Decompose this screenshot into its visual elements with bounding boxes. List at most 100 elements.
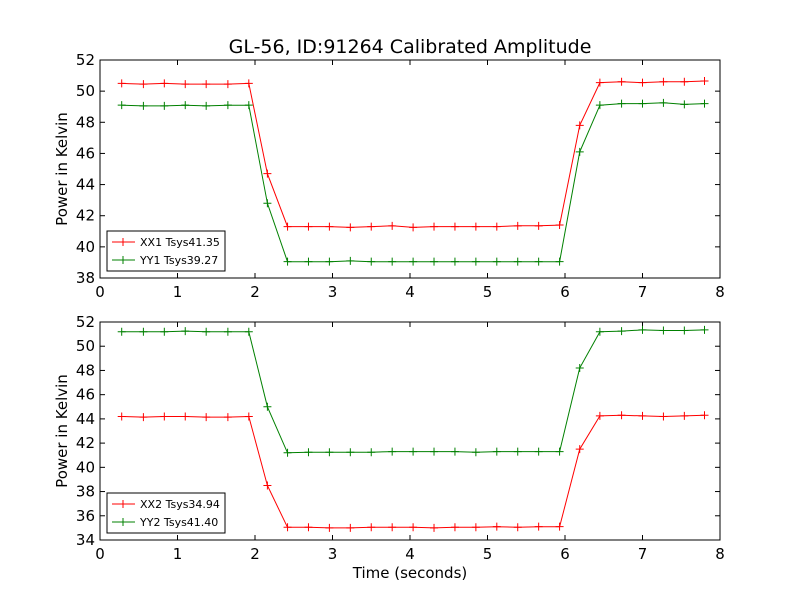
chart-0-legend-marker-1 — [119, 256, 127, 264]
chart-0-series-0-point-23 — [595, 78, 604, 87]
chart-1-series-0-point-16 — [450, 523, 459, 532]
chart-0-series-1-point-2 — [160, 101, 169, 110]
chart-0-ytick-label-2: 42 — [76, 207, 95, 225]
chart-1-series-1-point-25 — [638, 325, 647, 334]
chart-0-series-1-point-17 — [471, 257, 480, 266]
chart-0-series-1-point-27 — [680, 100, 689, 109]
chart-0-ytick-label-4: 46 — [76, 144, 95, 162]
chart-0-series-1-point-8 — [283, 257, 292, 266]
chart-0-series-1-point-19 — [513, 257, 522, 266]
chart-0-series-1-point-15 — [430, 257, 439, 266]
chart-1-series-0-point-13 — [388, 523, 397, 532]
chart-1-series-1-point-19 — [513, 447, 522, 456]
chart-0-series-1-point-9 — [304, 257, 313, 266]
chart-0-xtick-label-1: 1 — [173, 283, 183, 301]
chart-0-xtick-label-0: 0 — [95, 283, 105, 301]
chart-1-series-1-point-16 — [450, 447, 459, 456]
chart-1-series-0-point-17 — [471, 523, 480, 532]
chart-1-xlabel: Time (seconds) — [352, 564, 468, 582]
chart-0-series-0-point-10 — [325, 222, 334, 231]
chart-1-series-1-point-17 — [471, 448, 480, 457]
chart-0-series-0-point-18 — [492, 222, 501, 231]
chart-1-series-0-point-12 — [367, 523, 376, 532]
chart-1-series-1-point-14 — [409, 447, 418, 456]
chart-0-series-0-point-4 — [202, 80, 211, 89]
chart-1-xtick-label-3: 3 — [328, 545, 338, 563]
chart-0-series-0-point-13 — [388, 221, 397, 230]
chart-0-series-0-point-15 — [430, 222, 439, 231]
chart-0-series-0-point-0 — [117, 79, 126, 88]
chart-0-series-0-point-1 — [139, 80, 148, 89]
chart-0-series-0-point-8 — [283, 222, 292, 231]
chart-1-xtick-label-5: 5 — [483, 545, 493, 563]
chart-1-series-1-point-13 — [388, 447, 397, 456]
chart-1-series-0-point-4 — [202, 413, 211, 422]
chart-1-series-0-point-9 — [304, 523, 313, 532]
chart-0-xtick-label-2: 2 — [250, 283, 260, 301]
chart-0-series-0-point-22 — [575, 121, 584, 130]
chart-1-series-1-point-4 — [202, 327, 211, 336]
chart-1-series-1-point-7 — [263, 402, 272, 411]
chart-1-series-0-point-6 — [244, 412, 253, 421]
chart-0-ytick-label-3: 44 — [76, 176, 95, 194]
chart-1-series-0-point-25 — [638, 411, 647, 420]
chart-1-ytick-label-2: 38 — [76, 483, 95, 501]
chart-0-series-0-point-6 — [244, 79, 253, 88]
chart-0-series-0-point-17 — [471, 222, 480, 231]
chart-0-series-0-point-5 — [223, 80, 232, 89]
top-panel: 0 1 2 3 4 5 6 7 8 38 40 42 44 46 48 50 52 Power in Kelvin… — [53, 51, 725, 301]
chart-0-series-0-point-28 — [700, 77, 709, 86]
chart-0-xtick-label-7: 7 — [638, 283, 648, 301]
chart-1-xtick-label-0: 0 — [95, 545, 105, 563]
chart-0-series-1-point-16 — [450, 257, 459, 266]
chart-0-xtick-label-4: 4 — [405, 283, 415, 301]
chart-1-series-1-point-10 — [325, 448, 334, 457]
chart-1-xtick-label-8: 8 — [715, 545, 725, 563]
chart-0-series-1-point-12 — [367, 257, 376, 266]
chart-1-legend-marker-1 — [119, 518, 127, 526]
chart-1-series-0-point-8 — [283, 523, 292, 532]
chart-0-series-1-point-18 — [492, 257, 501, 266]
chart-1-series-1-point-22 — [575, 364, 584, 373]
chart-1-series-1-point-0 — [117, 327, 126, 336]
chart-0-series-1-point-22 — [575, 147, 584, 156]
chart-1-series-0-point-22 — [575, 445, 584, 454]
chart-1-ytick-label-5: 44 — [76, 410, 95, 428]
chart-1-xtick-label-4: 4 — [405, 545, 415, 563]
chart-0-ytick-label-6: 50 — [76, 82, 95, 100]
chart-1-series-1-point-8 — [283, 448, 292, 457]
chart-1-ytick-label-6: 46 — [76, 386, 95, 404]
chart-0-ytick-label-5: 48 — [76, 113, 95, 131]
chart-0-series-1-point-6 — [244, 101, 253, 110]
chart-0-series-0-point-21 — [555, 221, 564, 230]
chart-1-ytick-label-9: 52 — [76, 313, 95, 331]
chart-1-series-0-point-2 — [160, 412, 169, 421]
chart-1-series-0-point-10 — [325, 523, 334, 532]
chart-1-series-1-point-18 — [492, 447, 501, 456]
chart-1-series-0-point-15 — [430, 523, 439, 532]
chart-0-series-0-point-14 — [409, 223, 418, 232]
chart-0-series-0-point-2 — [160, 79, 169, 88]
chart-1-series-1-point-24 — [617, 327, 626, 336]
chart-1-series-1-point-28 — [700, 325, 709, 334]
chart-1-series-1-point-11 — [346, 448, 355, 457]
chart-1-series-1-point-3 — [181, 327, 190, 336]
chart-0-series-1-point-0 — [117, 101, 126, 110]
chart-1-legend-marker-0 — [119, 500, 127, 508]
chart-1-series-1-point-27 — [680, 326, 689, 335]
chart-1-series-0-point-5 — [223, 413, 232, 422]
chart-1-series-0-point-20 — [534, 522, 543, 531]
chart-1-series-1-point-12 — [367, 448, 376, 457]
chart-0-series-0-point-9 — [304, 222, 313, 231]
chart-1-series-0-point-24 — [617, 411, 626, 420]
chart-1-series-1-point-15 — [430, 447, 439, 456]
chart-0-legend-label-1: YY1 Tsys39.27 — [139, 254, 218, 267]
chart-0-xtick-label-6: 6 — [560, 283, 570, 301]
chart-1-legend-label-0: XX2 Tsys34.94 — [140, 498, 220, 511]
chart-0-xtick-label-3: 3 — [328, 283, 338, 301]
chart-1-series-1-point-26 — [659, 326, 668, 335]
chart-1-series-0-point-28 — [700, 411, 709, 420]
chart-1-series-1-point-2 — [160, 327, 169, 336]
chart-1-series-0-point-11 — [346, 523, 355, 532]
